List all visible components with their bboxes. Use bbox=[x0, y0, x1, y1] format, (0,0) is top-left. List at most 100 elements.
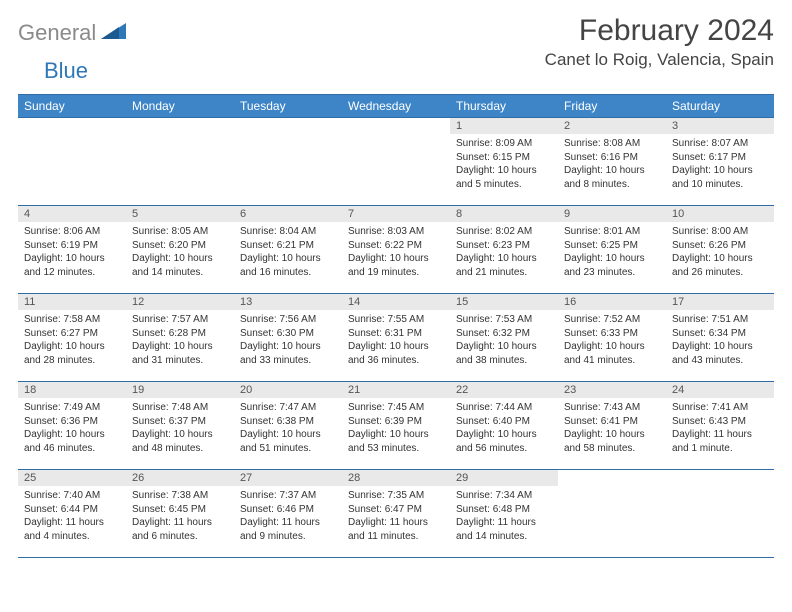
brand-triangle-icon bbox=[101, 22, 127, 45]
calendar-day-cell: 21Sunrise: 7:45 AMSunset: 6:39 PMDayligh… bbox=[342, 382, 450, 470]
brand-part1: General bbox=[18, 20, 96, 46]
calendar-week-row: 11Sunrise: 7:58 AMSunset: 6:27 PMDayligh… bbox=[18, 294, 774, 382]
day-details: Sunrise: 7:53 AMSunset: 6:32 PMDaylight:… bbox=[450, 310, 558, 371]
day-number: 12 bbox=[126, 294, 234, 310]
day-number: 23 bbox=[558, 382, 666, 398]
day-details: Sunrise: 7:47 AMSunset: 6:38 PMDaylight:… bbox=[234, 398, 342, 459]
calendar-day-cell: 1Sunrise: 8:09 AMSunset: 6:15 PMDaylight… bbox=[450, 118, 558, 206]
day-number: 21 bbox=[342, 382, 450, 398]
calendar-table: SundayMondayTuesdayWednesdayThursdayFrid… bbox=[18, 94, 774, 558]
month-title: February 2024 bbox=[545, 14, 774, 48]
day-number: 14 bbox=[342, 294, 450, 310]
day-details: Sunrise: 7:51 AMSunset: 6:34 PMDaylight:… bbox=[666, 310, 774, 371]
calendar-day-cell: 14Sunrise: 7:55 AMSunset: 6:31 PMDayligh… bbox=[342, 294, 450, 382]
weekday-header: Tuesday bbox=[234, 95, 342, 118]
weekday-header: Monday bbox=[126, 95, 234, 118]
calendar-day-cell: 8Sunrise: 8:02 AMSunset: 6:23 PMDaylight… bbox=[450, 206, 558, 294]
day-details: Sunrise: 8:00 AMSunset: 6:26 PMDaylight:… bbox=[666, 222, 774, 283]
calendar-day-cell: 4Sunrise: 8:06 AMSunset: 6:19 PMDaylight… bbox=[18, 206, 126, 294]
day-number: 2 bbox=[558, 118, 666, 134]
day-details: Sunrise: 8:02 AMSunset: 6:23 PMDaylight:… bbox=[450, 222, 558, 283]
calendar-empty-cell bbox=[126, 118, 234, 206]
calendar-day-cell: 20Sunrise: 7:47 AMSunset: 6:38 PMDayligh… bbox=[234, 382, 342, 470]
weekday-header: Thursday bbox=[450, 95, 558, 118]
day-details: Sunrise: 7:38 AMSunset: 6:45 PMDaylight:… bbox=[126, 486, 234, 547]
calendar-day-cell: 12Sunrise: 7:57 AMSunset: 6:28 PMDayligh… bbox=[126, 294, 234, 382]
weekday-header: Saturday bbox=[666, 95, 774, 118]
calendar-day-cell: 7Sunrise: 8:03 AMSunset: 6:22 PMDaylight… bbox=[342, 206, 450, 294]
day-number: 5 bbox=[126, 206, 234, 222]
day-details: Sunrise: 7:52 AMSunset: 6:33 PMDaylight:… bbox=[558, 310, 666, 371]
calendar-day-cell: 9Sunrise: 8:01 AMSunset: 6:25 PMDaylight… bbox=[558, 206, 666, 294]
day-details: Sunrise: 8:01 AMSunset: 6:25 PMDaylight:… bbox=[558, 222, 666, 283]
calendar-day-cell: 11Sunrise: 7:58 AMSunset: 6:27 PMDayligh… bbox=[18, 294, 126, 382]
calendar-day-cell: 3Sunrise: 8:07 AMSunset: 6:17 PMDaylight… bbox=[666, 118, 774, 206]
calendar-body: 1Sunrise: 8:09 AMSunset: 6:15 PMDaylight… bbox=[18, 118, 774, 558]
day-number: 4 bbox=[18, 206, 126, 222]
calendar-empty-cell bbox=[234, 118, 342, 206]
day-details: Sunrise: 7:57 AMSunset: 6:28 PMDaylight:… bbox=[126, 310, 234, 371]
day-details: Sunrise: 7:56 AMSunset: 6:30 PMDaylight:… bbox=[234, 310, 342, 371]
day-number: 29 bbox=[450, 470, 558, 486]
day-details: Sunrise: 7:37 AMSunset: 6:46 PMDaylight:… bbox=[234, 486, 342, 547]
day-number: 3 bbox=[666, 118, 774, 134]
day-details: Sunrise: 7:44 AMSunset: 6:40 PMDaylight:… bbox=[450, 398, 558, 459]
calendar-empty-cell bbox=[342, 118, 450, 206]
calendar-day-cell: 15Sunrise: 7:53 AMSunset: 6:32 PMDayligh… bbox=[450, 294, 558, 382]
calendar-day-cell: 17Sunrise: 7:51 AMSunset: 6:34 PMDayligh… bbox=[666, 294, 774, 382]
day-number: 13 bbox=[234, 294, 342, 310]
calendar-day-cell: 6Sunrise: 8:04 AMSunset: 6:21 PMDaylight… bbox=[234, 206, 342, 294]
weekday-header: Friday bbox=[558, 95, 666, 118]
day-number: 22 bbox=[450, 382, 558, 398]
location-text: Canet lo Roig, Valencia, Spain bbox=[545, 50, 774, 70]
calendar-day-cell: 27Sunrise: 7:37 AMSunset: 6:46 PMDayligh… bbox=[234, 470, 342, 558]
title-block: February 2024 Canet lo Roig, Valencia, S… bbox=[545, 14, 774, 70]
day-details: Sunrise: 7:45 AMSunset: 6:39 PMDaylight:… bbox=[342, 398, 450, 459]
calendar-day-cell: 10Sunrise: 8:00 AMSunset: 6:26 PMDayligh… bbox=[666, 206, 774, 294]
day-number: 24 bbox=[666, 382, 774, 398]
calendar-day-cell: 24Sunrise: 7:41 AMSunset: 6:43 PMDayligh… bbox=[666, 382, 774, 470]
day-details: Sunrise: 8:04 AMSunset: 6:21 PMDaylight:… bbox=[234, 222, 342, 283]
calendar-day-cell: 13Sunrise: 7:56 AMSunset: 6:30 PMDayligh… bbox=[234, 294, 342, 382]
day-number: 8 bbox=[450, 206, 558, 222]
day-details: Sunrise: 8:03 AMSunset: 6:22 PMDaylight:… bbox=[342, 222, 450, 283]
calendar-empty-cell bbox=[558, 470, 666, 558]
calendar-day-cell: 16Sunrise: 7:52 AMSunset: 6:33 PMDayligh… bbox=[558, 294, 666, 382]
calendar-day-cell: 22Sunrise: 7:44 AMSunset: 6:40 PMDayligh… bbox=[450, 382, 558, 470]
day-number: 6 bbox=[234, 206, 342, 222]
day-number: 15 bbox=[450, 294, 558, 310]
day-details: Sunrise: 7:41 AMSunset: 6:43 PMDaylight:… bbox=[666, 398, 774, 459]
weekday-header: Wednesday bbox=[342, 95, 450, 118]
day-details: Sunrise: 8:06 AMSunset: 6:19 PMDaylight:… bbox=[18, 222, 126, 283]
calendar-week-row: 25Sunrise: 7:40 AMSunset: 6:44 PMDayligh… bbox=[18, 470, 774, 558]
calendar-header-row: SundayMondayTuesdayWednesdayThursdayFrid… bbox=[18, 95, 774, 118]
calendar-day-cell: 19Sunrise: 7:48 AMSunset: 6:37 PMDayligh… bbox=[126, 382, 234, 470]
day-number: 16 bbox=[558, 294, 666, 310]
day-details: Sunrise: 8:07 AMSunset: 6:17 PMDaylight:… bbox=[666, 134, 774, 195]
brand-logo: General bbox=[18, 14, 129, 46]
day-details: Sunrise: 7:48 AMSunset: 6:37 PMDaylight:… bbox=[126, 398, 234, 459]
calendar-week-row: 18Sunrise: 7:49 AMSunset: 6:36 PMDayligh… bbox=[18, 382, 774, 470]
day-number: 7 bbox=[342, 206, 450, 222]
day-number: 1 bbox=[450, 118, 558, 134]
day-number: 18 bbox=[18, 382, 126, 398]
calendar-day-cell: 23Sunrise: 7:43 AMSunset: 6:41 PMDayligh… bbox=[558, 382, 666, 470]
calendar-day-cell: 5Sunrise: 8:05 AMSunset: 6:20 PMDaylight… bbox=[126, 206, 234, 294]
day-number: 19 bbox=[126, 382, 234, 398]
day-number: 9 bbox=[558, 206, 666, 222]
day-number: 10 bbox=[666, 206, 774, 222]
day-number: 11 bbox=[18, 294, 126, 310]
calendar-day-cell: 26Sunrise: 7:38 AMSunset: 6:45 PMDayligh… bbox=[126, 470, 234, 558]
day-number: 27 bbox=[234, 470, 342, 486]
day-number: 20 bbox=[234, 382, 342, 398]
calendar-week-row: 1Sunrise: 8:09 AMSunset: 6:15 PMDaylight… bbox=[18, 118, 774, 206]
calendar-day-cell: 25Sunrise: 7:40 AMSunset: 6:44 PMDayligh… bbox=[18, 470, 126, 558]
day-number: 28 bbox=[342, 470, 450, 486]
day-details: Sunrise: 8:09 AMSunset: 6:15 PMDaylight:… bbox=[450, 134, 558, 195]
day-number: 25 bbox=[18, 470, 126, 486]
weekday-header: Sunday bbox=[18, 95, 126, 118]
day-details: Sunrise: 7:58 AMSunset: 6:27 PMDaylight:… bbox=[18, 310, 126, 371]
calendar-day-cell: 2Sunrise: 8:08 AMSunset: 6:16 PMDaylight… bbox=[558, 118, 666, 206]
day-details: Sunrise: 7:55 AMSunset: 6:31 PMDaylight:… bbox=[342, 310, 450, 371]
calendar-day-cell: 18Sunrise: 7:49 AMSunset: 6:36 PMDayligh… bbox=[18, 382, 126, 470]
